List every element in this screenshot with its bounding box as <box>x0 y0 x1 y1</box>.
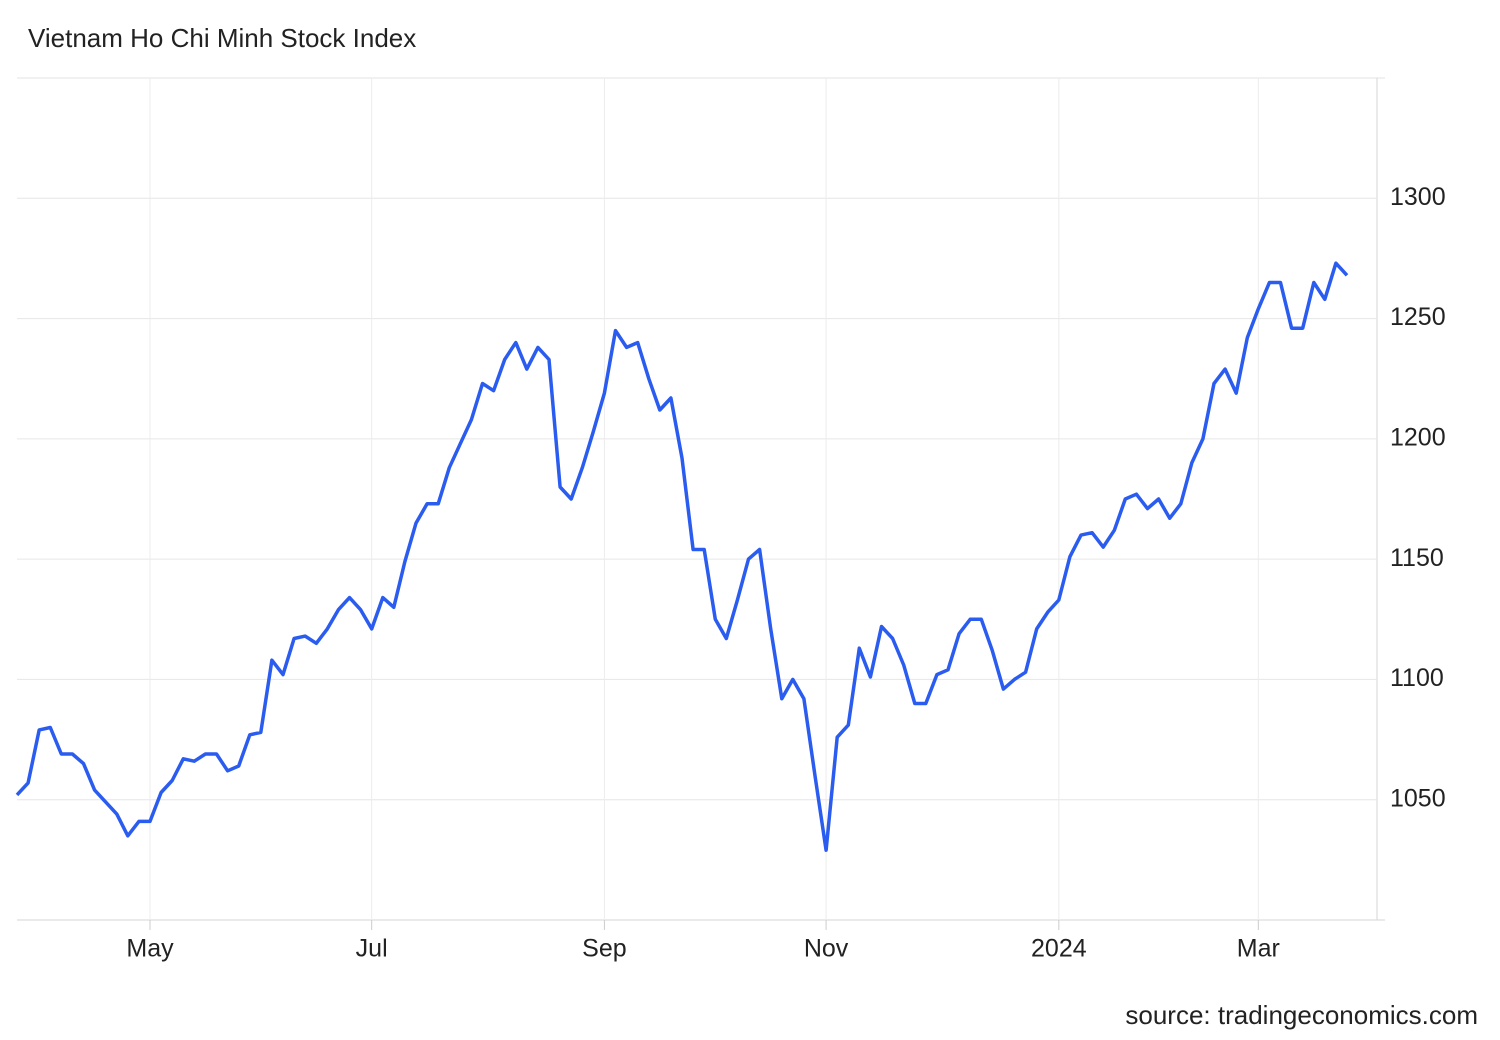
y-tick-label: 1100 <box>1390 664 1444 692</box>
x-tick-label: Mar <box>1237 935 1280 963</box>
x-tick-label: Jul <box>356 935 388 963</box>
y-tick-label: 1300 <box>1390 183 1446 211</box>
x-tick-label: May <box>126 935 174 963</box>
x-tick-label: 2024 <box>1031 935 1087 963</box>
chart-title: Vietnam Ho Chi Minh Stock Index <box>28 23 416 53</box>
y-tick-label: 1200 <box>1390 423 1446 451</box>
y-tick-label: 1150 <box>1390 544 1444 572</box>
x-tick-label: Nov <box>804 935 849 963</box>
series-line <box>15 261 1349 852</box>
y-tick-label: 1050 <box>1390 784 1446 812</box>
x-tick-label: Sep <box>582 935 626 963</box>
source-note: source: tradingeconomics.com <box>1125 1000 1478 1030</box>
y-tick-label: 1250 <box>1390 303 1446 331</box>
